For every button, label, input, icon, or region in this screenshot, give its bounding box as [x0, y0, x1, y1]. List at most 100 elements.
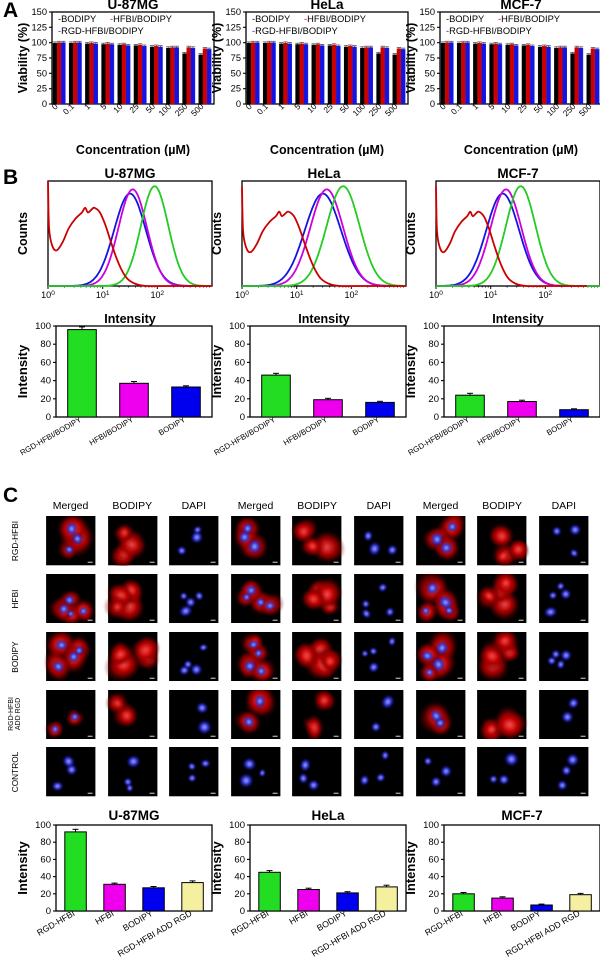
svg-text:60: 60 [428, 854, 439, 865]
svg-text:-BODIPY: -BODIPY [446, 14, 484, 24]
svg-text:102: 102 [344, 290, 358, 301]
svg-text:Intensity: Intensity [212, 344, 224, 398]
svg-text:Viability (%): Viability (%) [406, 23, 418, 94]
svg-text:102: 102 [150, 290, 164, 301]
svg-text:25: 25 [37, 84, 47, 94]
svg-text:20: 20 [234, 888, 245, 899]
svg-text:Counts: Counts [406, 212, 418, 255]
svg-text:100: 100 [423, 321, 439, 332]
svg-text:0: 0 [240, 412, 245, 423]
svg-text:RGD-HFBI/BODIPY: RGD-HFBI/BODIPY [18, 415, 83, 458]
svg-text:80: 80 [428, 339, 439, 350]
svg-text:60: 60 [40, 357, 51, 368]
svg-text:U-87MG: U-87MG [104, 167, 155, 181]
svg-text:U-87MG: U-87MG [108, 809, 159, 823]
svg-text:U-87MG: U-87MG [107, 0, 158, 12]
svg-text:40: 40 [428, 376, 439, 387]
svg-text:RGD-HFBI: RGD-HFBI [229, 908, 270, 938]
svg-text:HeLa: HeLa [310, 0, 344, 12]
svg-text:25: 25 [425, 84, 435, 94]
svg-text:BODIPY: BODIPY [315, 908, 349, 933]
svg-text:20: 20 [428, 394, 439, 405]
svg-text:RGD-HFBI/BODIPY: RGD-HFBI/BODIPY [406, 415, 471, 458]
svg-text:40: 40 [40, 871, 51, 882]
svg-text:80: 80 [234, 837, 245, 848]
svg-text:40: 40 [234, 376, 245, 387]
svg-text:0: 0 [240, 906, 245, 917]
svg-text:0: 0 [434, 906, 439, 917]
svg-text:HeLa: HeLa [311, 809, 345, 823]
svg-text:Intensity: Intensity [18, 840, 30, 894]
svg-text:Concentration (µM): Concentration (µM) [464, 143, 578, 156]
svg-text:RGD-HFBI: RGD-HFBI [35, 908, 76, 938]
svg-text:-RGD-HFBI/BODIPY: -RGD-HFBI/BODIPY [446, 26, 532, 36]
svg-text:MCF-7: MCF-7 [501, 809, 542, 823]
svg-text:50: 50 [37, 68, 47, 78]
svg-text:150: 150 [31, 7, 47, 17]
svg-text:101: 101 [484, 290, 498, 301]
svg-text:50: 50 [425, 68, 435, 78]
svg-text:BODIPY: BODIPY [121, 908, 155, 933]
svg-text:102: 102 [538, 290, 552, 301]
svg-text:40: 40 [40, 376, 51, 387]
svg-text:Intensity: Intensity [18, 344, 30, 398]
svg-text:RGD-HFBI ADD RGD: RGD-HFBI ADD RGD [116, 908, 194, 959]
svg-text:100: 100 [229, 820, 245, 831]
svg-text:Counts: Counts [212, 212, 224, 255]
svg-text:100: 100 [229, 321, 245, 332]
svg-text:MCF-7: MCF-7 [500, 0, 541, 12]
svg-text:BODIPY: BODIPY [157, 415, 188, 438]
svg-text:RGD-HFBI: RGD-HFBI [423, 908, 464, 938]
svg-text:100: 100 [35, 321, 51, 332]
svg-text:RGD-HFBI ADD RGD: RGD-HFBI ADD RGD [310, 908, 388, 959]
svg-text:100: 100 [423, 820, 439, 831]
svg-text:Intensity: Intensity [406, 344, 418, 398]
svg-text:Viability (%): Viability (%) [18, 23, 30, 94]
svg-text:80: 80 [40, 339, 51, 350]
svg-text:MCF-7: MCF-7 [497, 167, 538, 181]
svg-text:-BODIPY: -BODIPY [58, 14, 96, 24]
svg-text:HFBI/BODIPY: HFBI/BODIPY [282, 415, 330, 448]
svg-text:Intensity: Intensity [212, 840, 224, 894]
svg-text:60: 60 [234, 357, 245, 368]
svg-text:101: 101 [96, 290, 110, 301]
svg-text:0: 0 [236, 99, 241, 109]
svg-text:-HFBI/BODIPY: -HFBI/BODIPY [498, 14, 560, 24]
svg-text:BODIPY: BODIPY [545, 415, 576, 438]
svg-text:75: 75 [425, 53, 435, 63]
svg-text:Counts: Counts [18, 212, 30, 255]
svg-text:20: 20 [234, 394, 245, 405]
svg-text:40: 40 [234, 871, 245, 882]
svg-text:80: 80 [234, 339, 245, 350]
svg-text:75: 75 [37, 53, 47, 63]
svg-text:0: 0 [46, 906, 51, 917]
svg-text:75: 75 [231, 53, 241, 63]
svg-text:100: 100 [31, 38, 47, 48]
svg-text:20: 20 [40, 394, 51, 405]
svg-text:20: 20 [40, 888, 51, 899]
svg-text:Concentration (µM): Concentration (µM) [270, 143, 384, 156]
svg-text:125: 125 [419, 22, 435, 32]
svg-text:100: 100 [419, 38, 435, 48]
svg-text:60: 60 [234, 854, 245, 865]
svg-text:Viability (%): Viability (%) [212, 23, 224, 94]
svg-text:80: 80 [428, 837, 439, 848]
svg-text:-RGD-HFBI/BODIPY: -RGD-HFBI/BODIPY [252, 26, 338, 36]
svg-text:80: 80 [40, 837, 51, 848]
svg-text:100: 100 [235, 290, 249, 301]
svg-text:-BODIPY: -BODIPY [252, 14, 290, 24]
svg-text:101: 101 [290, 290, 304, 301]
svg-text:25: 25 [231, 84, 241, 94]
svg-text:125: 125 [31, 22, 47, 32]
svg-text:RGD-HFBI ADD RGD: RGD-HFBI ADD RGD [504, 908, 582, 959]
svg-text:125: 125 [225, 22, 241, 32]
svg-text:100: 100 [35, 820, 51, 831]
svg-text:Concentration (µM): Concentration (µM) [76, 143, 190, 156]
svg-text:-HFBI/BODIPY: -HFBI/BODIPY [304, 14, 366, 24]
svg-text:HeLa: HeLa [307, 167, 341, 181]
svg-text:-HFBI/BODIPY: -HFBI/BODIPY [110, 14, 172, 24]
svg-text:HFBI/BODIPY: HFBI/BODIPY [88, 415, 136, 448]
svg-text:0: 0 [46, 412, 51, 423]
svg-text:20: 20 [428, 888, 439, 899]
svg-text:0: 0 [42, 99, 47, 109]
